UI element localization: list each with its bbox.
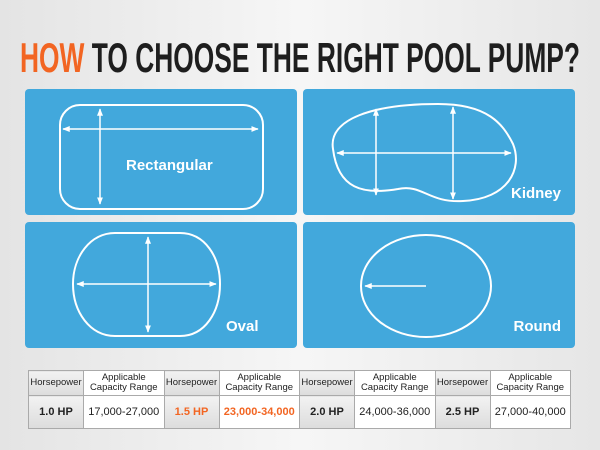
pump-capacity-table: Horsepower Applicable Capacity Range Hors… — [28, 370, 571, 429]
shape-label: Oval — [226, 318, 259, 335]
oval-pool-diagram — [71, 232, 222, 337]
hp-cell: 2.5 HP — [434, 395, 491, 429]
table-row: 1.0 HP 17,000-27,000 1.5 HP 23,000-34,000 … — [28, 395, 571, 429]
svg-text:HOW TO CHOOSE THE RIGHT POOL P: HOW TO CHOOSE THE RIGHT POOL PUMP? — [20, 34, 580, 81]
header-capacity-range: Applicable Capacity Range — [83, 370, 165, 396]
range-cell: 27,000-40,000 — [489, 395, 571, 429]
header-capacity-range: Applicable Capacity Range — [489, 370, 571, 396]
hp-cell: 2.0 HP — [299, 395, 355, 429]
shape-label: Rectangular — [126, 157, 213, 174]
header-horsepower: Horsepower — [163, 370, 220, 396]
range-cell: 17,000-27,000 — [83, 395, 165, 429]
header-capacity-range: Applicable Capacity Range — [218, 370, 300, 396]
shape-label: Kidney — [510, 185, 561, 202]
title-highlight: HOW — [20, 34, 85, 81]
rectangular-pool-diagram — [59, 104, 264, 210]
hp-cell: 1.5 HP — [163, 395, 220, 429]
table-header-row: Horsepower Applicable Capacity Range Hors… — [28, 370, 571, 396]
kidney-pool-diagram — [331, 102, 517, 203]
shape-label: Round — [513, 318, 561, 335]
kidney-pool-panel: Kidney — [303, 89, 575, 215]
header-horsepower: Horsepower — [434, 370, 491, 396]
header-capacity-range: Applicable Capacity Range — [354, 370, 436, 396]
range-cell: 24,000-36,000 — [354, 395, 436, 429]
range-cell: 23,000-34,000 — [218, 395, 300, 429]
hp-cell: 1.0 HP — [28, 395, 84, 429]
header-horsepower: Horsepower — [299, 370, 355, 396]
header-horsepower: Horsepower — [28, 370, 84, 396]
title-rest: TO CHOOSE THE RIGHT POOL PUMP? — [84, 34, 580, 81]
round-pool-diagram — [360, 234, 492, 338]
page-title: HOW TO CHOOSE THE RIGHT POOL PUMP? — [20, 34, 580, 81]
round-pool-panel: Round — [303, 222, 575, 348]
oval-pool-panel: Oval — [25, 222, 297, 348]
rectangular-pool-panel: Rectangular — [25, 89, 297, 215]
